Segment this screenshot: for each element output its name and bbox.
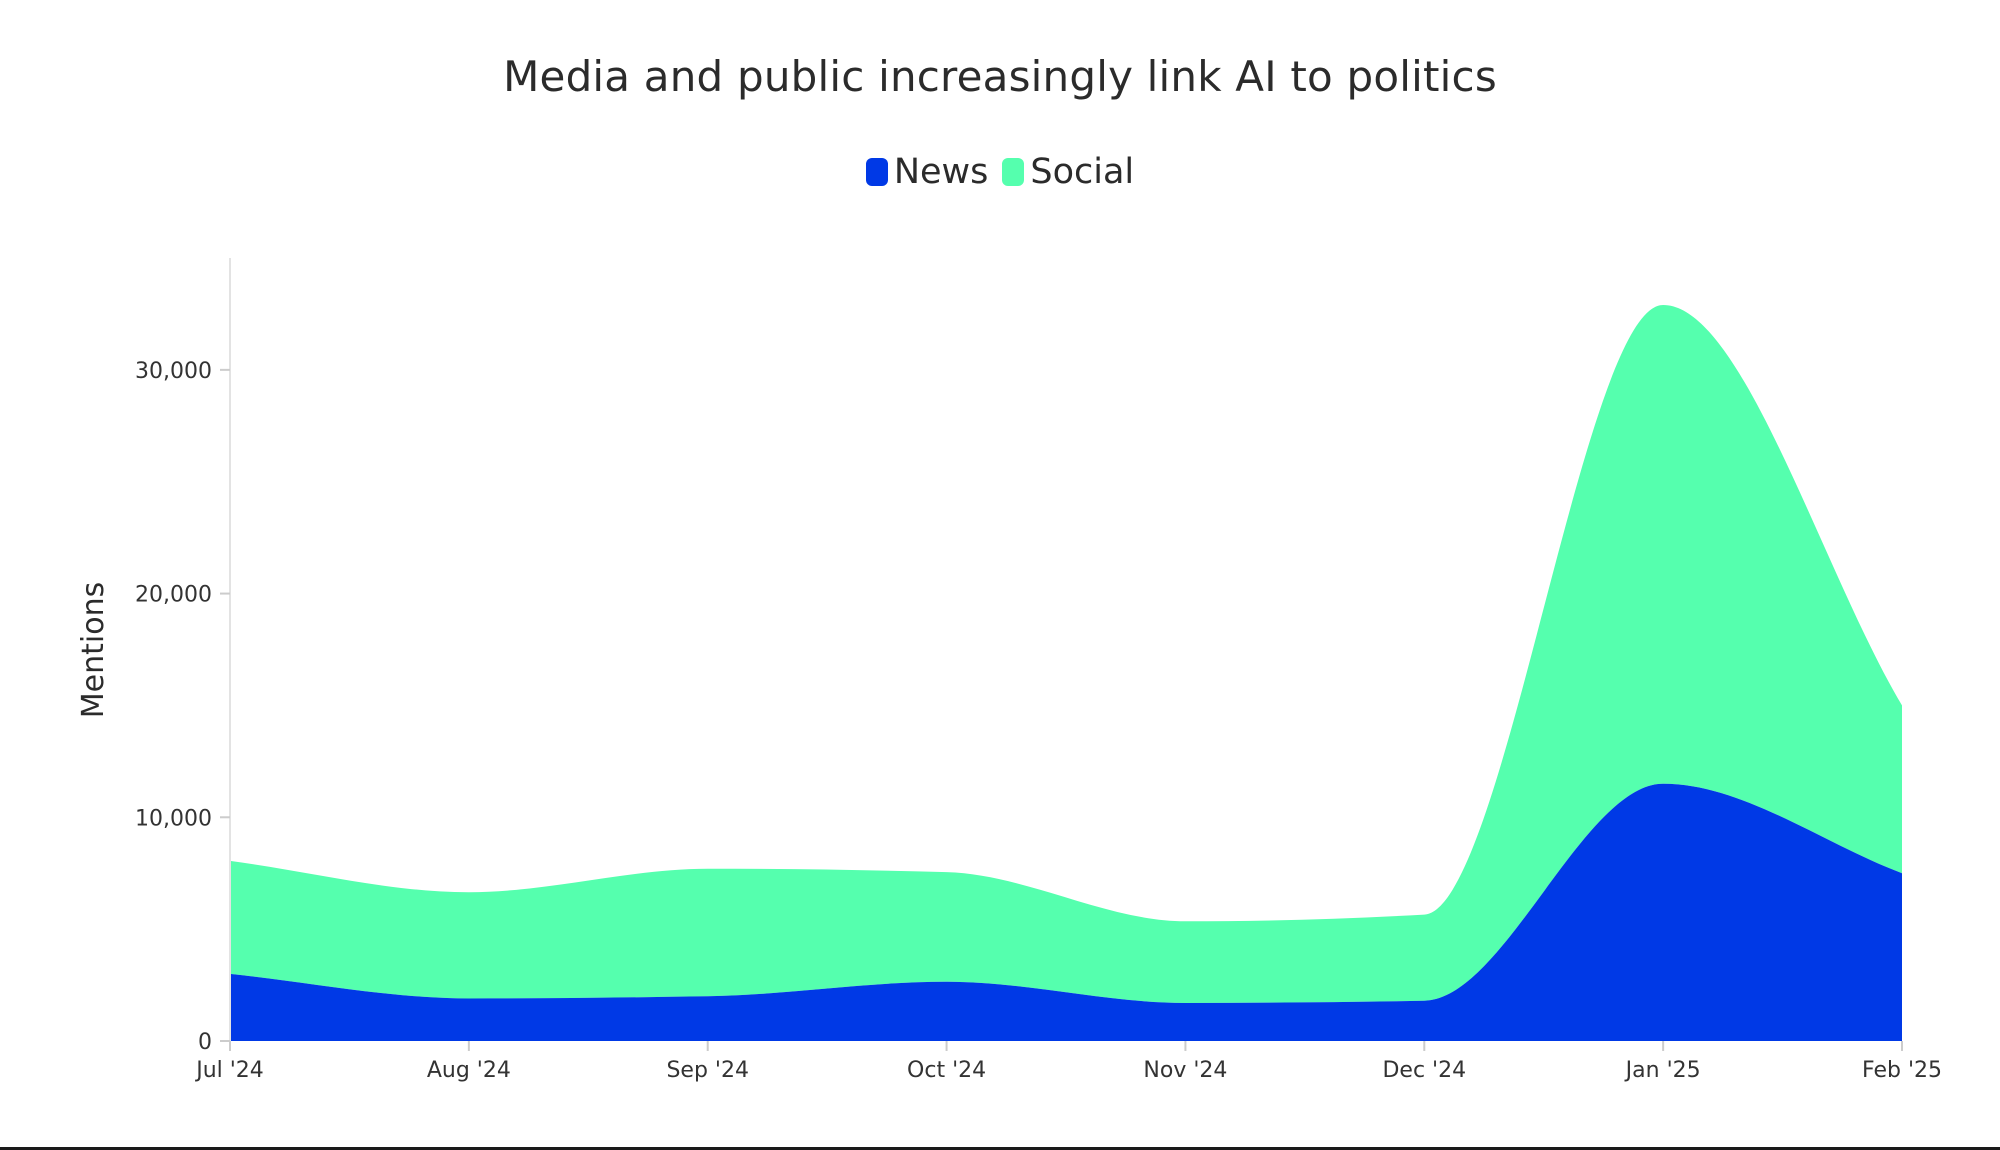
x-tick-label: Oct '24: [907, 1058, 986, 1083]
y-axis-title: Mentions: [76, 582, 111, 718]
chart-title: Media and public increasingly link AI to…: [503, 52, 1497, 101]
legend-item-social[interactable]: Social: [1002, 152, 1134, 192]
y-tick-label: 10,000: [135, 806, 212, 831]
y-tick-label: 0: [198, 1030, 212, 1055]
x-tick-label: Jan '25: [1624, 1058, 1701, 1083]
area-social[interactable]: [230, 304, 1902, 1003]
y-tick-label: 20,000: [135, 583, 212, 608]
legend-swatch-social: [1002, 158, 1025, 186]
x-tick-label: Feb '25: [1862, 1058, 1942, 1083]
x-tick-label: Nov '24: [1143, 1058, 1227, 1083]
legend-swatch-news: [865, 158, 888, 186]
legend: News Social: [0, 152, 2000, 192]
legend-label-social: Social: [1030, 152, 1135, 192]
x-axis-ticks: Jul '24 Aug '24 Sep '24 Oct '24 Nov '24 Dec '…: [194, 1041, 1942, 1083]
x-tick-label: Sep '24: [666, 1058, 749, 1083]
series-areas: [230, 304, 1902, 1041]
legend-label-news: News: [893, 152, 989, 192]
bottom-rule: [0, 1147, 2000, 1150]
legend-item-news[interactable]: News: [865, 152, 989, 192]
x-tick-label: Jul '24: [194, 1058, 264, 1083]
x-tick-label: Aug '24: [427, 1058, 511, 1083]
y-axis-ticks: 0 10,000 20,000 30,000: [135, 359, 230, 1055]
area-news[interactable]: [230, 783, 1902, 1041]
x-tick-label: Dec '24: [1382, 1058, 1466, 1083]
y-tick-label: 30,000: [135, 359, 212, 384]
